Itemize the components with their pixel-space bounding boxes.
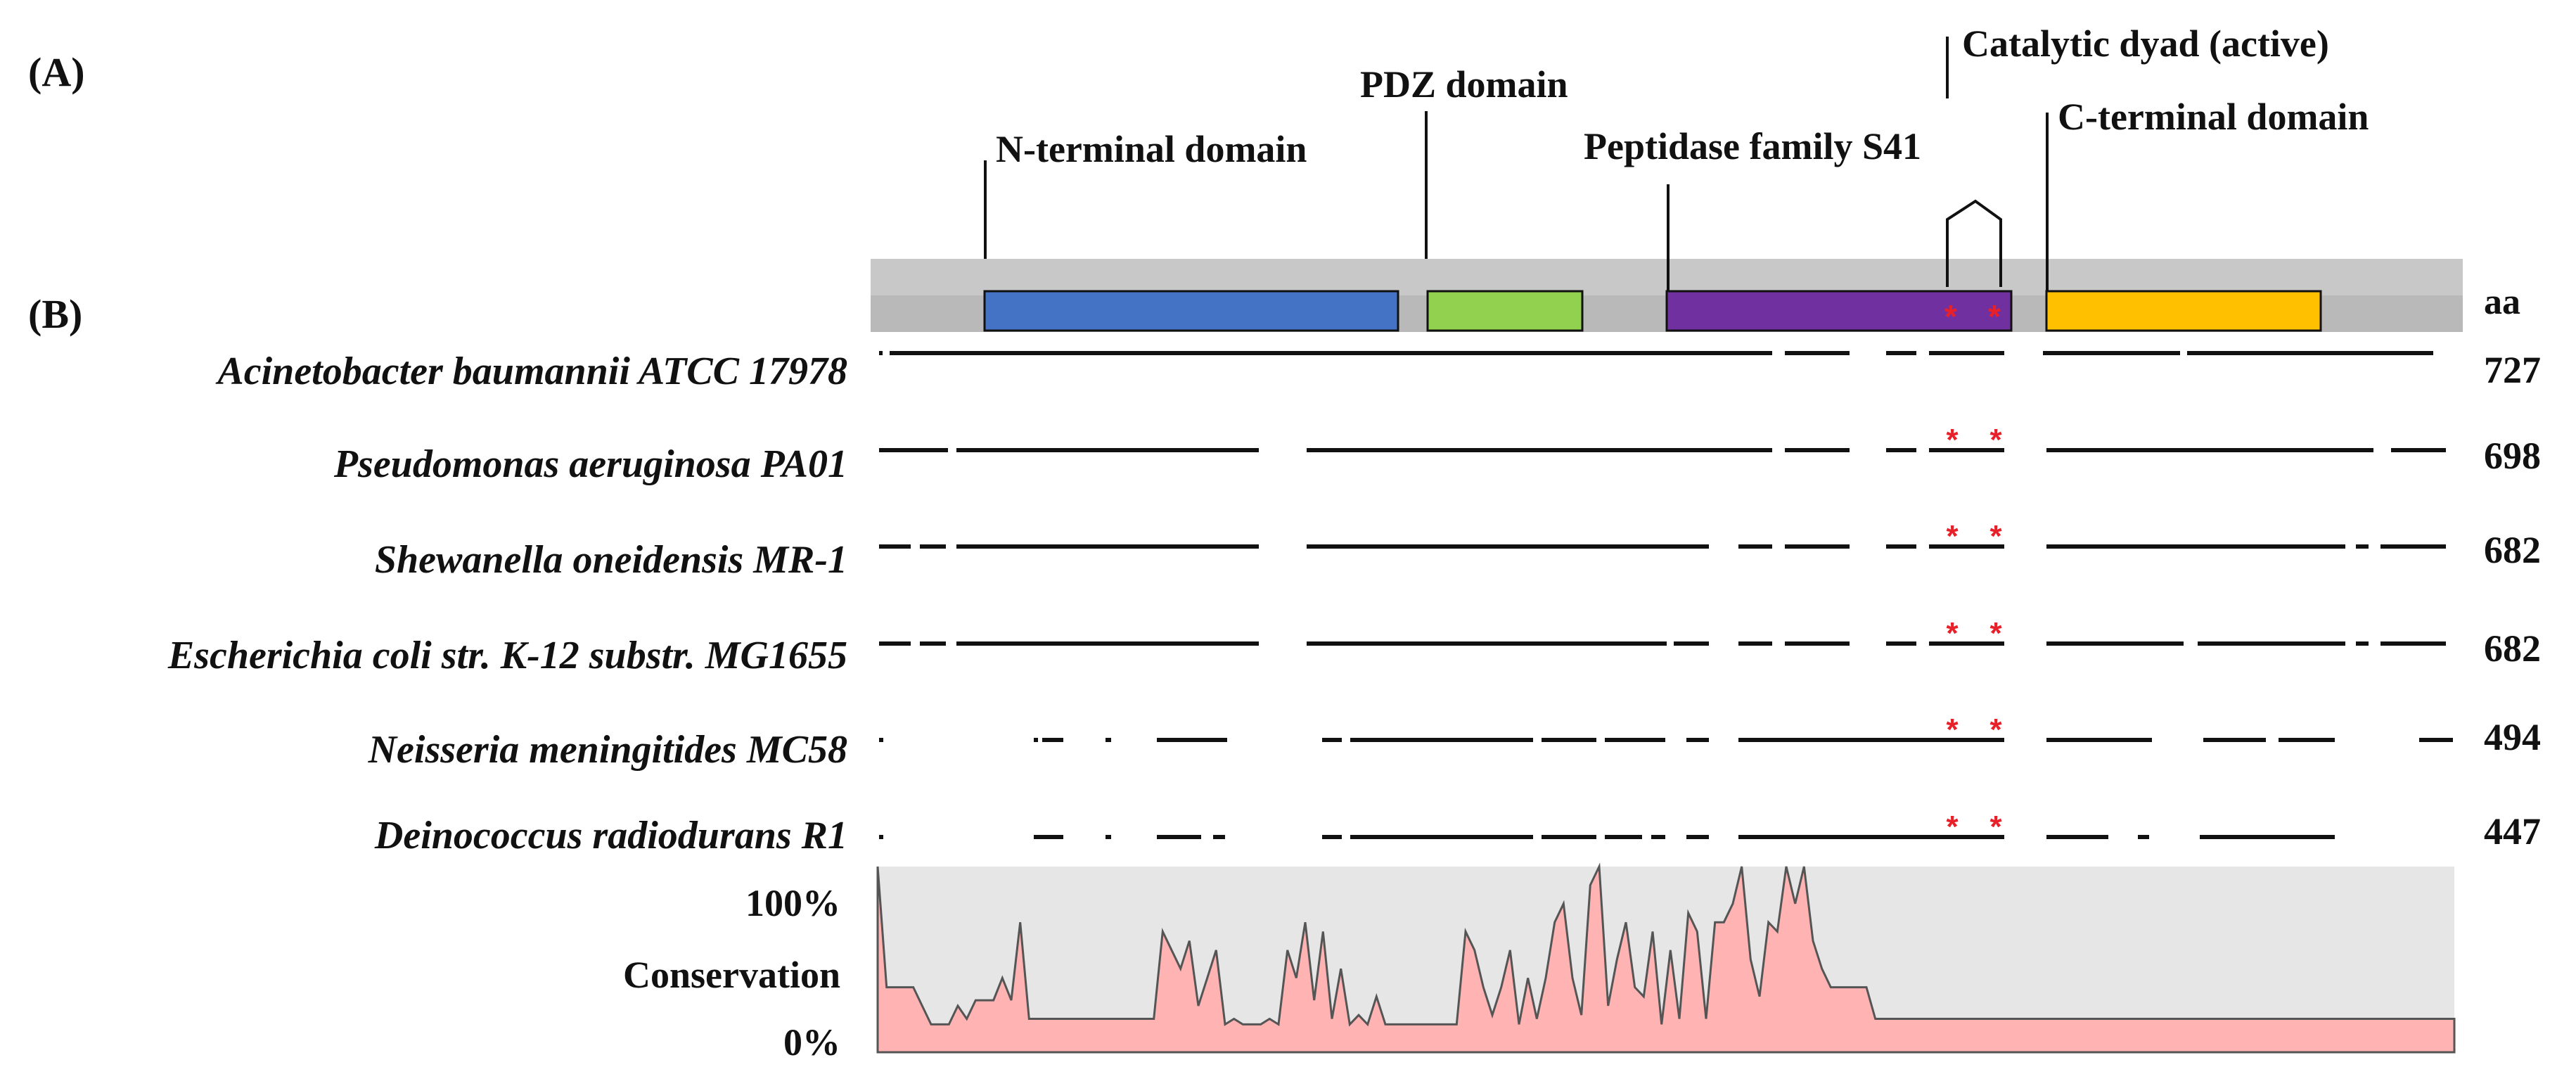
c-terminal-domain-box <box>2045 290 2322 332</box>
c-terminal-label: C-terminal domain <box>2058 96 2369 138</box>
catalytic-bracket <box>1946 199 2002 287</box>
pdz-label: PDZ domain <box>1360 63 1568 106</box>
catalytic-asterisk: * <box>1989 423 2002 457</box>
species-length: 682 <box>2484 627 2541 670</box>
catalytic-asterisk: * <box>1989 713 2002 747</box>
catalytic-asterisk: * <box>1989 810 2002 844</box>
peptidase-label: Peptidase family S41 <box>1584 125 1921 167</box>
species-name: Deinococcus radiodurans R1 <box>374 814 847 857</box>
catalytic-asterisk: * <box>1944 298 1957 335</box>
pdz-domain-box <box>1426 290 1584 332</box>
catalytic-asterisk: * <box>1946 519 1959 554</box>
panel-label-a: (A) <box>28 49 85 95</box>
panel-label-b: (B) <box>28 291 82 337</box>
species-length: 698 <box>2484 435 2541 477</box>
species-length: 727 <box>2484 349 2541 391</box>
alignment-tracks <box>879 351 2453 839</box>
species-length: 447 <box>2484 810 2541 852</box>
catalytic-asterisk: * <box>1946 423 1959 457</box>
species-length: 494 <box>2484 716 2541 758</box>
species-name: Acinetobacter baumannii ATCC 17978 <box>215 350 847 393</box>
species-name: Shewanella oneidensis MR-1 <box>375 538 847 582</box>
catalytic-asterisk: * <box>1989 616 2002 651</box>
catalytic-asterisk: * <box>1989 519 2002 554</box>
catalytic-asterisk: * <box>1946 713 1959 747</box>
species-name: Escherichia coli str. K-12 substr. MG165… <box>167 634 847 677</box>
catalytic-asterisk: * <box>1988 298 2001 335</box>
species-name: Pseudomonas aeruginosa PA01 <box>333 442 847 486</box>
aa-header: aa <box>2484 282 2520 322</box>
peptidase-domain-box <box>1665 290 2013 332</box>
conservation-label: Conservation <box>623 954 840 996</box>
catalytic-asterisk: * <box>1946 616 1959 651</box>
n-terminal-label: N-terminal domain <box>996 128 1307 170</box>
catalytic-asterisk: * <box>1946 810 1959 844</box>
catalytic-dyad-label: Catalytic dyad (active) <box>1962 23 2329 65</box>
conservation-area <box>876 862 2456 1054</box>
species-name: Neisseria meningitides MC58 <box>368 728 847 772</box>
conservation-max-label: 100% <box>745 882 840 924</box>
n-terminal-domain-box <box>983 290 1399 332</box>
species-length: 682 <box>2484 529 2541 571</box>
conservation-min-label: 0% <box>783 1021 840 1063</box>
